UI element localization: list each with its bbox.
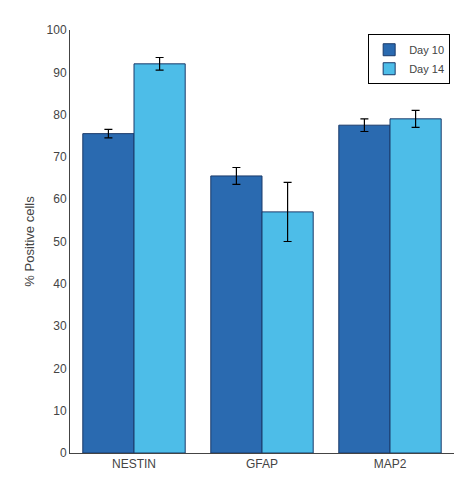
svg-text:MAP2: MAP2 (374, 457, 407, 471)
svg-text:80: 80 (53, 108, 67, 122)
svg-text:100: 100 (47, 23, 67, 37)
svg-text:90: 90 (53, 66, 67, 80)
svg-text:50: 50 (53, 235, 67, 249)
svg-text:20: 20 (53, 362, 67, 376)
svg-text:0: 0 (60, 446, 67, 460)
svg-text:GFAP: GFAP (246, 457, 278, 471)
svg-text:40: 40 (53, 277, 67, 291)
svg-text:NESTIN: NESTIN (112, 457, 156, 471)
svg-text:70: 70 (53, 150, 67, 164)
svg-text:60: 60 (53, 192, 67, 206)
svg-text:% Positive cells: % Positive cells (22, 196, 37, 287)
svg-text:30: 30 (53, 319, 67, 333)
svg-text:10: 10 (53, 404, 67, 418)
svg-text:Day 14: Day 14 (409, 63, 444, 75)
svg-text:Day 10: Day 10 (409, 44, 444, 56)
